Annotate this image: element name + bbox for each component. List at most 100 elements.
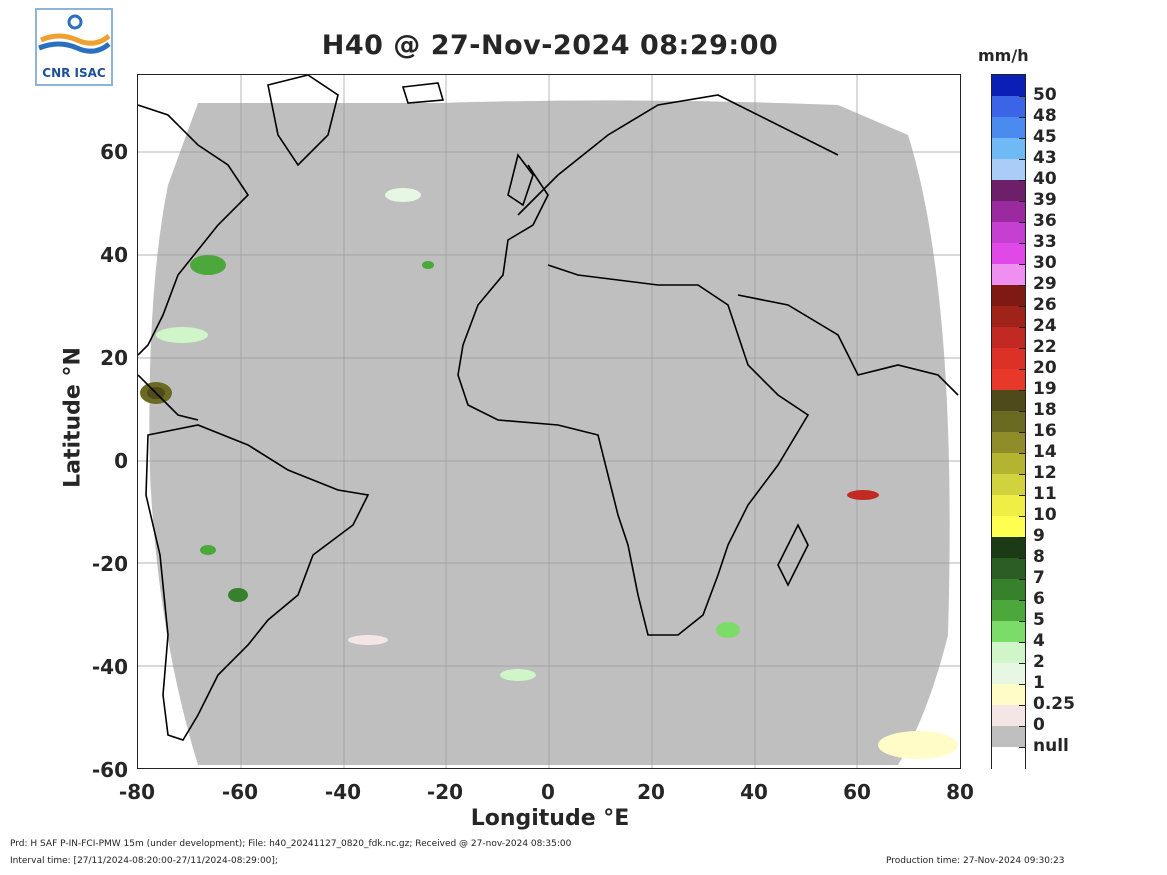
colorbar-label: 1 [1033,673,1045,693]
colorbar-label: 48 [1033,106,1057,126]
colorbar-tick [1019,264,1026,265]
colorbar-label: 10 [1033,505,1057,525]
colorbar-segment [992,432,1025,454]
logo-waves-icon [38,14,111,54]
colorbar-tick [1019,327,1026,328]
colorbar-label: 43 [1033,148,1057,168]
ytick-label: 20 [100,346,128,370]
colorbar-label: 39 [1033,190,1057,210]
colorbar-label: 8 [1033,547,1045,567]
colorbar-tick [1019,621,1026,622]
colorbar-tick [1019,243,1026,244]
colorbar-segment [992,369,1025,391]
coverage-disk [149,100,950,765]
colorbar-segment [992,222,1025,244]
colorbar-label: 26 [1033,295,1057,315]
colorbar-tick [1019,726,1026,727]
xtick-label: 80 [946,780,974,804]
colorbar-label: 16 [1033,421,1057,441]
xtick-label: 20 [637,780,665,804]
colorbar-label: 30 [1033,253,1057,273]
colorbar-label: 20 [1033,358,1057,378]
colorbar-segment [992,705,1025,727]
colorbar-label: 9 [1033,526,1045,546]
xtick-label: -20 [426,780,464,804]
colorbar-label: 29 [1033,274,1057,294]
colorbar-tick [1019,600,1026,601]
colorbar-segment [992,474,1025,496]
colorbar-segment [992,180,1025,202]
colorbar-segment [992,75,1025,97]
footer-product-info: Prd: H SAF P-IN-FCI-PMW 15m (under devel… [10,839,572,849]
colorbar-tick [1019,453,1026,454]
colorbar-tick [1019,663,1026,664]
colorbar-tick [1019,516,1026,517]
colorbar-label: 19 [1033,379,1057,399]
colorbar-segment [992,201,1025,223]
colorbar-label: 5 [1033,610,1045,630]
colorbar-segment [992,684,1025,706]
cnr-isac-logo: CNR ISAC [35,8,113,86]
xtick-label: 40 [740,780,768,804]
colorbar-tick [1019,474,1026,475]
xtick-label: -40 [324,780,362,804]
colorbar-tick [1019,138,1026,139]
colorbar-label: 22 [1033,337,1057,357]
colorbar-tick [1019,348,1026,349]
colorbar-tick [1019,159,1026,160]
colorbar-label: 7 [1033,568,1045,588]
colorbar-tick [1019,684,1026,685]
colorbar-segment [992,285,1025,307]
colorbar-segment [992,663,1025,685]
xtick-label: -80 [118,780,156,804]
ytick-label: -20 [91,552,128,576]
colorbar-label: 2 [1033,652,1045,672]
colorbar-segment [992,579,1025,601]
colorbar-label: 4 [1033,631,1045,651]
footer-interval-time: Interval time: [27/11/2024-08:20:00-27/1… [10,856,278,866]
colorbar-segment [992,621,1025,643]
colorbar-tick [1019,180,1026,181]
colorbar-tick [1019,579,1026,580]
colorbar-tick [1019,285,1026,286]
coastlines [138,75,959,741]
logo-text: CNR ISAC [42,66,106,80]
map-plot-area [137,74,961,769]
colorbar-segment [992,243,1025,265]
ytick-label: 60 [100,140,128,164]
colorbar-segment [992,264,1025,286]
colorbar-segment [992,411,1025,433]
colorbar-label: 36 [1033,211,1057,231]
colorbar-tick [1019,747,1026,748]
colorbar-segment [992,390,1025,412]
xtick-label: -60 [221,780,259,804]
colorbar [991,74,1026,769]
ytick-label: 40 [100,243,128,267]
colorbar-segment [992,117,1025,139]
colorbar-label: 50 [1033,85,1057,105]
colorbar-segment [992,348,1025,370]
ytick-label: -60 [91,758,128,782]
precipitation-patches [140,188,958,759]
xtick-label: 0 [541,780,555,804]
colorbar-tick [1019,705,1026,706]
colorbar-label: null [1033,736,1069,756]
colorbar-label: 18 [1033,400,1057,420]
colorbar-tick [1019,558,1026,559]
colorbar-label: 12 [1033,463,1057,483]
colorbar-label: 11 [1033,484,1057,504]
x-axis-label: Longitude °E [470,806,630,831]
colorbar-segment [992,537,1025,559]
footer-production-time: Production time: 27-Nov-2024 09:30:23 [886,856,1065,866]
ytick-label: -40 [91,655,128,679]
colorbar-tick [1019,201,1026,202]
colorbar-tick [1019,222,1026,223]
colorbar-label: 6 [1033,589,1045,609]
y-axis-label: Latitude °N [60,347,86,488]
colorbar-label: 45 [1033,127,1057,147]
colorbar-tick [1019,390,1026,391]
colorbar-segment [992,726,1025,748]
colorbar-segment [992,138,1025,160]
colorbar-segment [992,159,1025,181]
colorbar-tick [1019,432,1026,433]
